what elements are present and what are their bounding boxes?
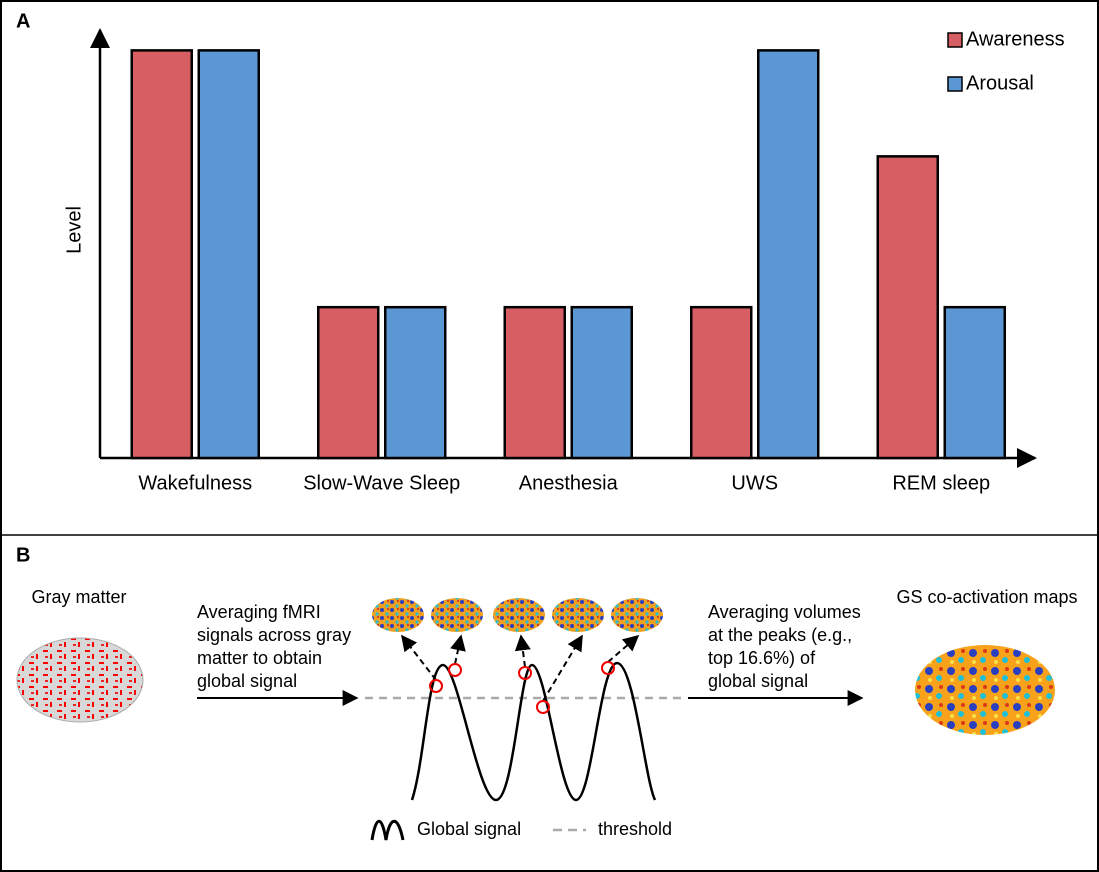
- label: GS co-activation maps: [896, 587, 1077, 607]
- legend-swatch: [948, 33, 962, 47]
- bar: [199, 50, 259, 458]
- legend-icon: [372, 821, 403, 840]
- peak-markers: [430, 662, 614, 713]
- panel-label: A: [16, 10, 30, 32]
- x-tick-label: UWS: [731, 472, 778, 494]
- x-tick-label: Wakefulness: [138, 472, 252, 494]
- x-tick-label: Anesthesia: [519, 472, 619, 494]
- signal-curve: [412, 663, 655, 800]
- brain-image: [17, 638, 143, 722]
- y-axis-label: Level: [63, 206, 85, 254]
- bar: [385, 307, 445, 458]
- step-text: signals across gray: [197, 625, 351, 645]
- frame-maps: [372, 598, 663, 632]
- bar: [945, 307, 1005, 458]
- brain-image: [915, 645, 1055, 735]
- legend-label: threshold: [598, 819, 672, 839]
- bar: [505, 307, 565, 458]
- step-text: global signal: [708, 671, 808, 691]
- label: Gray matter: [31, 587, 126, 607]
- bar: [572, 307, 632, 458]
- step-text: Averaging fMRI: [197, 602, 321, 622]
- step-text: Averaging volumes: [708, 602, 861, 622]
- legend-label: Global signal: [417, 819, 521, 839]
- figure: A B Level Wakefulness Slow-Wave Sleep Anest…: [0, 0, 1099, 872]
- step-text: matter to obtain: [197, 648, 322, 668]
- diagram: Gray matter Averaging fMRI signals acros…: [17, 587, 1078, 840]
- bar: [878, 156, 938, 458]
- step-text: at the peaks (e.g.,: [708, 625, 852, 645]
- panel-label: B: [16, 544, 30, 566]
- legend-swatch: [948, 77, 962, 91]
- step-text: top 16.6%) of: [708, 648, 816, 668]
- x-tick-label: REM sleep: [892, 472, 990, 494]
- legend-label: Awareness: [966, 28, 1065, 50]
- bar-chart: Level Wakefulness Slow-Wave Sleep Anesthesi…: [63, 28, 1064, 494]
- bar: [691, 307, 751, 458]
- legend-label: Arousal: [966, 72, 1034, 94]
- bar: [132, 50, 192, 458]
- step-text: global signal: [197, 671, 297, 691]
- bar: [758, 50, 818, 458]
- x-tick-label: Slow-Wave Sleep: [303, 472, 460, 494]
- bar: [318, 307, 378, 458]
